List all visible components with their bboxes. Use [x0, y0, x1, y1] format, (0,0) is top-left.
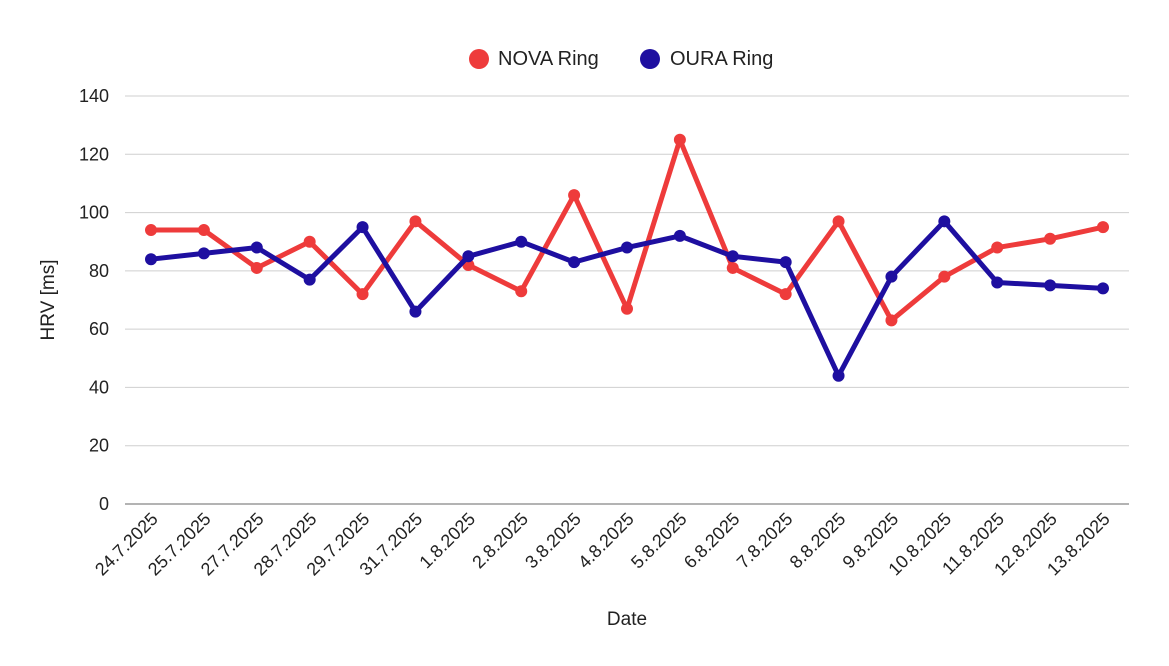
- data-point: [673, 229, 686, 242]
- data-point: [832, 215, 845, 228]
- legend-label: NOVA Ring: [498, 48, 599, 70]
- legend-label: OURA Ring: [670, 48, 773, 70]
- y-axis-title: HRV [ms]: [38, 260, 59, 341]
- data-point: [145, 224, 157, 237]
- y-tick-label: 0: [99, 494, 109, 514]
- legend-swatch: [640, 49, 660, 69]
- data-point: [515, 235, 528, 248]
- data-point: [356, 288, 369, 301]
- data-point: [1044, 232, 1057, 245]
- data-point: [409, 215, 422, 228]
- data-point: [938, 270, 951, 283]
- x-tick-label: 3.8.2025: [521, 509, 585, 573]
- data-point: [145, 253, 157, 266]
- x-tick-label: 2.8.2025: [468, 509, 532, 573]
- data-point: [356, 221, 369, 234]
- y-tick-label: 80: [89, 261, 109, 281]
- data-point: [991, 241, 1004, 254]
- series-oura-ring: [145, 215, 1109, 382]
- grid-lines: [125, 95, 1129, 447]
- data-point: [621, 241, 633, 254]
- y-tick-label: 120: [79, 144, 109, 164]
- x-tick-label: 8.8.2025: [786, 509, 850, 573]
- data-point: [885, 314, 898, 327]
- data-point: [779, 256, 792, 269]
- y-tick-label: 60: [89, 319, 109, 339]
- data-point: [303, 235, 316, 248]
- data-point: [568, 189, 581, 202]
- data-point: [197, 247, 210, 260]
- y-tick-label: 40: [89, 377, 109, 397]
- x-tick-label: 1.8.2025: [415, 509, 479, 573]
- data-point: [303, 273, 316, 286]
- data-point: [1044, 279, 1057, 292]
- data-point: [726, 261, 739, 274]
- y-tick-label: 100: [79, 203, 109, 223]
- legend-swatch: [469, 49, 489, 69]
- data-point: [568, 256, 581, 269]
- y-tick-label: 140: [79, 86, 109, 106]
- data-point: [832, 369, 845, 382]
- legend-item: OURA Ring: [640, 48, 773, 70]
- axes: 02040608010012014024.7.202525.7.202527.7…: [79, 86, 1129, 579]
- data-point: [250, 261, 263, 274]
- data-point: [885, 270, 898, 283]
- data-point: [409, 305, 422, 318]
- x-tick-label: 6.8.2025: [680, 509, 744, 573]
- x-tick-label: 7.8.2025: [733, 509, 797, 573]
- series-lines: [145, 133, 1109, 382]
- legend: NOVA Ring OURA Ring: [469, 48, 773, 70]
- data-point: [1097, 221, 1109, 234]
- legend-item: NOVA Ring: [469, 48, 599, 70]
- data-point: [726, 250, 739, 263]
- data-point: [621, 302, 633, 315]
- data-point: [462, 250, 475, 263]
- data-point: [938, 215, 951, 228]
- data-point: [779, 288, 792, 301]
- data-point: [250, 241, 263, 254]
- data-point: [515, 285, 528, 298]
- x-axis-title: Date: [607, 609, 647, 630]
- data-point: [197, 224, 210, 237]
- series-nova-ring: [145, 133, 1109, 327]
- data-point: [1097, 282, 1109, 295]
- x-tick-label: 5.8.2025: [627, 509, 691, 573]
- x-tick-label: 4.8.2025: [574, 509, 638, 573]
- y-tick-label: 20: [89, 436, 109, 456]
- series-line: [148, 137, 1106, 323]
- data-point: [673, 133, 686, 146]
- data-point: [991, 276, 1004, 289]
